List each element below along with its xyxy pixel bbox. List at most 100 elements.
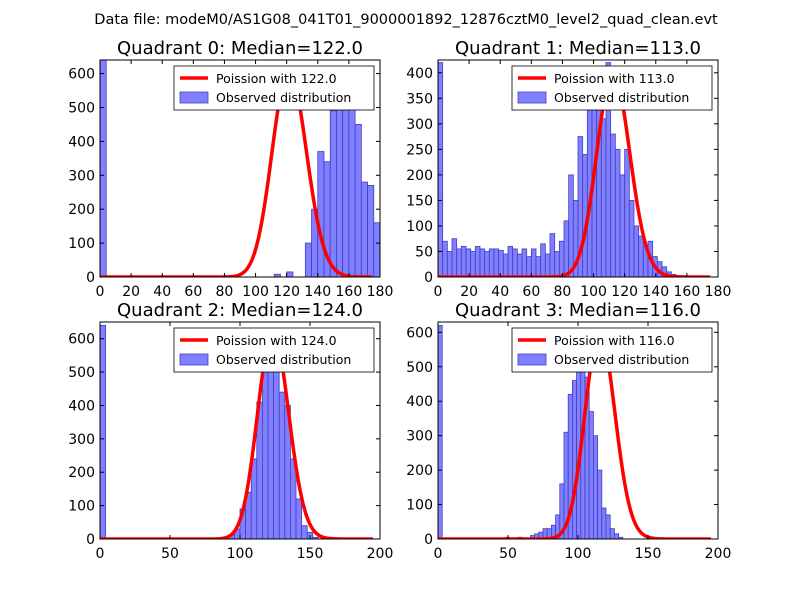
quadrant-panel-2: 0 50 100 150 200 0 100 200 300 400 500 600 Quadrant … (68, 300, 393, 562)
legend: Poission with 124.0 Observed distribution (173, 327, 375, 373)
x-tick-label: 50 (499, 546, 517, 562)
x-tick-label: 200 (367, 546, 394, 562)
legend: Poission with 113.0 Observed distribution (511, 65, 713, 111)
y-tick-label: 350 (406, 91, 433, 107)
histogram-bar (411, 276, 417, 277)
legend-bar-swatch (517, 353, 547, 366)
poisson-fit-line (438, 70, 712, 277)
legend-bar-swatch (179, 353, 209, 366)
histogram-bar (348, 96, 356, 277)
x-tick-label: 20 (460, 284, 478, 300)
histogram-bar (521, 248, 528, 277)
histogram-bar (304, 242, 312, 277)
histogram-bar (516, 253, 523, 277)
y-tick-label: 200 (406, 168, 433, 184)
y-tick-label: 400 (406, 66, 433, 82)
histogram-bar (614, 533, 620, 539)
axes-frame (437, 59, 719, 278)
x-tick-label: 60 (184, 284, 202, 300)
legend-bar-label: Observed distribution (216, 90, 351, 105)
histogram-bar (329, 110, 337, 277)
y-tick-label: 100 (68, 499, 95, 515)
histogram-bar (605, 514, 611, 539)
y-tick-label: 600 (68, 332, 95, 348)
x-tick-label: 160 (336, 284, 363, 300)
y-tick-label: 0 (424, 270, 433, 286)
histogram-bar (619, 174, 626, 277)
histogram-bar (502, 253, 509, 277)
panel-title: Quadrant 1: Median=113.0 (455, 38, 701, 59)
histogram-bar (286, 271, 294, 277)
histogram-bar (465, 248, 472, 277)
histogram-bar (614, 148, 621, 277)
histogram-bar (399, 274, 405, 277)
histogram-bar (600, 118, 607, 277)
y-tick-label: 400 (68, 134, 95, 150)
histogram-bar (624, 148, 630, 277)
y-tick-label: 400 (68, 398, 95, 414)
histogram-bar (261, 368, 269, 539)
legend-bar-label: Observed distribution (554, 90, 689, 105)
histogram-bar (568, 174, 574, 277)
histogram-bar (540, 243, 546, 277)
x-tick-label: 80 (554, 284, 572, 300)
histogram-bar (498, 250, 504, 277)
x-tick-label: 150 (297, 546, 324, 562)
legend-bar-label: Observed distribution (216, 352, 351, 367)
histogram-bar (379, 239, 380, 277)
histogram-bar (512, 248, 518, 277)
y-tick-label: 600 (68, 67, 95, 83)
histogram-bar (535, 256, 542, 277)
x-tick-label: 60 (522, 284, 540, 300)
histogram-bar (530, 248, 537, 277)
x-tick-label: 40 (153, 284, 171, 300)
histogram-bar (479, 248, 486, 277)
panel-title: Quadrant 2: Median=124.0 (117, 300, 363, 321)
x-tick-label: 160 (674, 284, 701, 300)
histogram-bar (446, 251, 453, 277)
poisson-fit-line (100, 330, 375, 539)
histogram-bar (301, 525, 308, 539)
y-tick-label: 100 (406, 498, 433, 514)
histogram-bar (100, 324, 106, 539)
y-tick-label: 200 (406, 463, 433, 479)
x-tick-label: 80 (216, 284, 234, 300)
y-tick-label: 100 (68, 236, 95, 252)
histogram-bar (451, 238, 458, 277)
y-tick-label: 200 (68, 202, 95, 218)
histogram-bar (460, 245, 467, 277)
histogram-bar (588, 411, 594, 539)
quadrant-panel-3: 0 50 100 150 200 0 100 200 300 400 500 600 Quadrant … (406, 300, 731, 562)
histogram-bar (336, 90, 344, 277)
y-tick-label: 600 (406, 325, 433, 341)
histogram-bar (273, 273, 281, 277)
x-tick-label: 140 (304, 284, 331, 300)
histogram-bar (373, 222, 380, 277)
histogram-bar (563, 220, 570, 277)
x-tick-label: 40 (491, 284, 509, 300)
histogram-bar (610, 133, 616, 277)
x-tick-label: 0 (96, 284, 105, 300)
x-tick-label: 150 (635, 546, 662, 562)
legend-fit-label: Poission with 124.0 (216, 333, 337, 348)
histogram-bar (549, 233, 556, 277)
histogram-bar (470, 251, 476, 277)
x-tick-label: 100 (565, 546, 592, 562)
histogram-bar (593, 435, 599, 539)
histogram-bar (392, 270, 398, 277)
histogram-bar (405, 275, 411, 277)
histogram-bar (638, 235, 644, 277)
y-tick-label: 100 (406, 219, 433, 235)
histogram-bar (100, 60, 107, 277)
y-tick-label: 150 (406, 193, 433, 209)
panels: 0 20 40 60 80 100 120 140 160 1800100200300400500… (68, 38, 731, 562)
histogram-bar (317, 151, 325, 277)
histogram-bar (354, 124, 362, 277)
y-tick-label: 500 (406, 360, 433, 376)
legend-fit-label: Poission with 113.0 (554, 71, 675, 86)
histogram-bar (278, 391, 286, 539)
histogram-bar (554, 251, 560, 277)
axes-frame (99, 59, 381, 278)
histogram-bar (438, 62, 444, 277)
